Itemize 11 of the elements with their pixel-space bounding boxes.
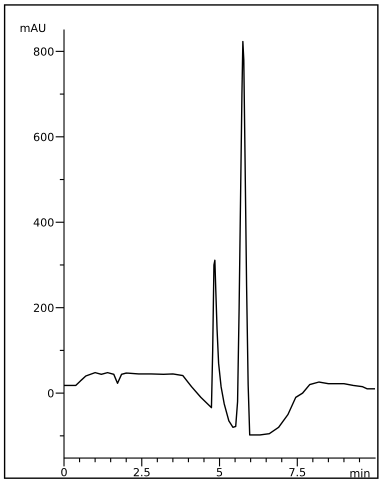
y-tick-label: 400: [34, 218, 54, 227]
y-tick-label: 200: [34, 304, 54, 312]
y-axis-title: mAU: [20, 24, 46, 32]
y-tick-label: 0: [48, 389, 54, 398]
x-tick-label: 7.5: [289, 468, 306, 476]
y-tick-label: 800: [34, 47, 54, 56]
x-tick-label: 2.5: [134, 468, 150, 476]
x-tick-label: 0: [61, 468, 67, 476]
x-axis-title: min: [350, 468, 370, 478]
y-tick-label: 600: [34, 132, 54, 142]
x-tick-label: 5: [216, 468, 222, 476]
